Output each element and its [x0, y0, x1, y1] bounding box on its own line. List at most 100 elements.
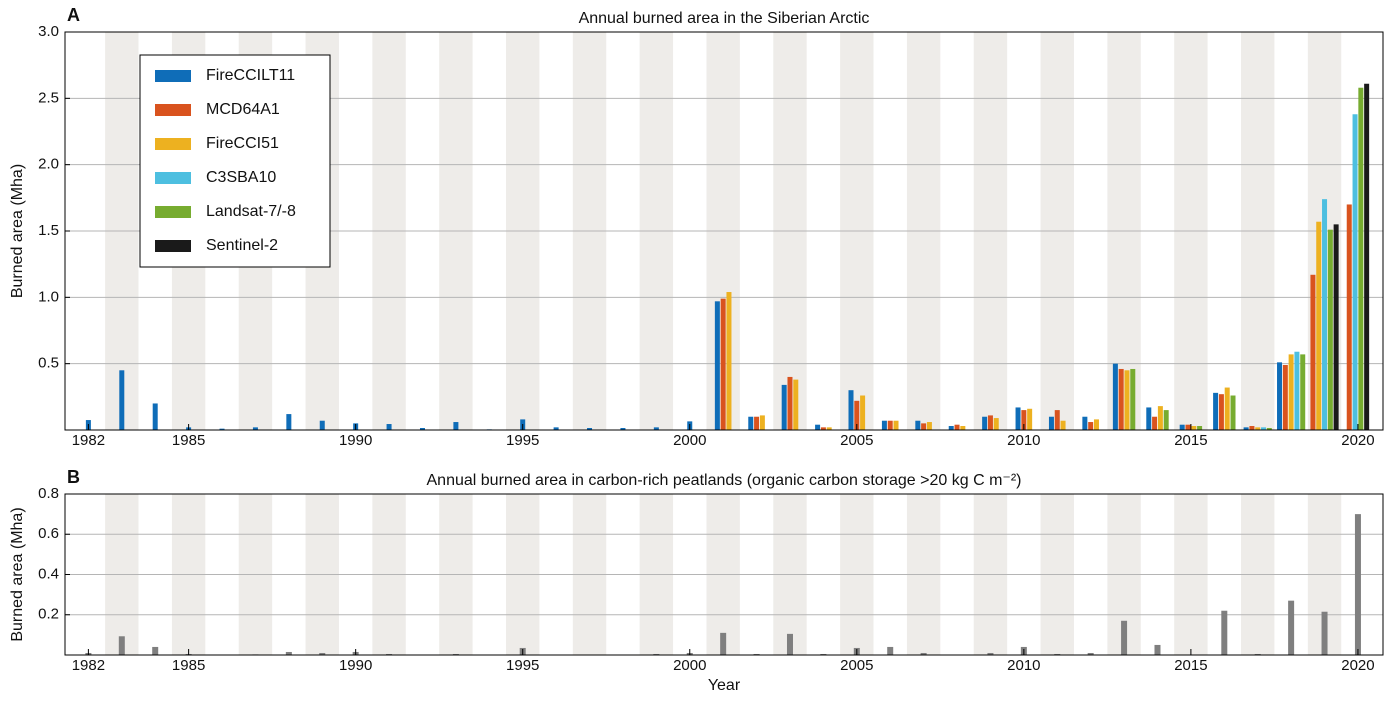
bar — [153, 403, 158, 430]
bar — [921, 423, 926, 430]
bar — [882, 421, 887, 430]
legend-swatch — [155, 206, 191, 218]
x-tick-label: 2020 — [1341, 432, 1374, 449]
y-tick-label: 0.6 — [38, 525, 59, 542]
chart-title: Annual burned area in carbon-rich peatla… — [427, 472, 1022, 489]
bar — [1221, 611, 1227, 655]
legend-label: Sentinel-2 — [206, 237, 278, 254]
bar — [1353, 114, 1358, 430]
x-tick-label: 1982 — [72, 432, 105, 449]
bar — [787, 377, 792, 430]
x-tick-label: 2020 — [1341, 657, 1374, 674]
bar — [915, 421, 920, 430]
bar — [1197, 426, 1202, 430]
legend-swatch — [155, 70, 191, 82]
bar — [1322, 612, 1328, 655]
x-tick-label: 2000 — [673, 432, 706, 449]
bar — [721, 299, 726, 430]
y-tick-label: 1.0 — [38, 288, 59, 305]
legend-label: MCD64A1 — [206, 101, 280, 118]
y-axis-label: Burned area (Mha) — [9, 164, 26, 298]
bar — [152, 647, 158, 655]
y-tick-label: 0.4 — [38, 565, 59, 582]
bar — [1288, 601, 1294, 655]
legend-swatch — [155, 104, 191, 116]
bar — [793, 380, 798, 430]
bar — [1154, 645, 1160, 655]
bar — [453, 422, 458, 430]
bar — [726, 292, 731, 430]
y-tick-label: 3.0 — [38, 23, 59, 40]
bar — [286, 414, 291, 430]
panel-label: B — [67, 467, 80, 487]
x-tick-label: 2005 — [840, 432, 873, 449]
bar — [927, 422, 932, 430]
bar — [1180, 425, 1185, 430]
bar — [1119, 369, 1124, 430]
bar — [1152, 417, 1157, 430]
bar — [1191, 426, 1196, 430]
y-tick-label: 2.0 — [38, 156, 59, 173]
bar — [860, 396, 865, 430]
bar — [1088, 422, 1093, 430]
x-tick-label: 2010 — [1007, 657, 1040, 674]
bar — [1027, 409, 1032, 430]
x-tick-label: 2010 — [1007, 432, 1040, 449]
legend-swatch — [155, 172, 191, 184]
legend: FireCCILT11MCD64A1FireCCI51C3SBA10Landsa… — [140, 55, 330, 267]
bar — [720, 633, 726, 655]
bar — [988, 415, 993, 430]
bar — [1334, 224, 1339, 430]
x-tick-label: 2005 — [840, 657, 873, 674]
bar — [1328, 230, 1333, 430]
chart-title: Annual burned area in the Siberian Arcti… — [579, 10, 870, 27]
y-tick-label: 0.5 — [38, 355, 59, 372]
bar — [1213, 393, 1218, 430]
bar — [1082, 417, 1087, 430]
panel-label: A — [67, 5, 80, 25]
bar — [1364, 84, 1369, 430]
bar — [1158, 406, 1163, 430]
x-tick-label: 1990 — [339, 432, 372, 449]
bar — [1355, 514, 1361, 655]
bar — [1358, 88, 1363, 430]
bar — [1130, 369, 1135, 430]
bar — [119, 636, 125, 655]
bar — [849, 390, 854, 430]
bar — [982, 417, 987, 430]
x-tick-label: 1985 — [172, 657, 205, 674]
legend-label: FireCCI51 — [206, 135, 279, 152]
legend-label: Landsat-7/-8 — [206, 203, 296, 220]
bar — [1347, 204, 1352, 430]
bar — [1124, 370, 1129, 430]
bar — [1316, 222, 1321, 430]
x-tick-label: 1995 — [506, 657, 539, 674]
bar — [1146, 407, 1151, 430]
x-axis-label: Year — [708, 677, 741, 694]
bar — [815, 425, 820, 430]
bar — [748, 417, 753, 430]
bar — [1113, 364, 1118, 430]
bar — [119, 370, 124, 430]
bar — [760, 415, 765, 430]
bar — [1121, 621, 1127, 655]
y-axis-label: Burned area (Mha) — [9, 507, 26, 641]
bar — [1094, 419, 1099, 430]
bar — [1231, 396, 1236, 430]
bar — [1283, 365, 1288, 430]
bar — [955, 425, 960, 430]
bar — [782, 385, 787, 430]
x-tick-label: 2000 — [673, 657, 706, 674]
y-tick-label: 0.8 — [38, 485, 59, 502]
x-tick-label: 1990 — [339, 657, 372, 674]
bar — [1322, 199, 1327, 430]
bar — [1310, 275, 1315, 430]
bar — [1300, 354, 1305, 430]
bar — [949, 426, 954, 430]
legend-swatch — [155, 138, 191, 150]
bar — [960, 426, 965, 430]
bar — [1016, 407, 1021, 430]
bar — [715, 301, 720, 430]
